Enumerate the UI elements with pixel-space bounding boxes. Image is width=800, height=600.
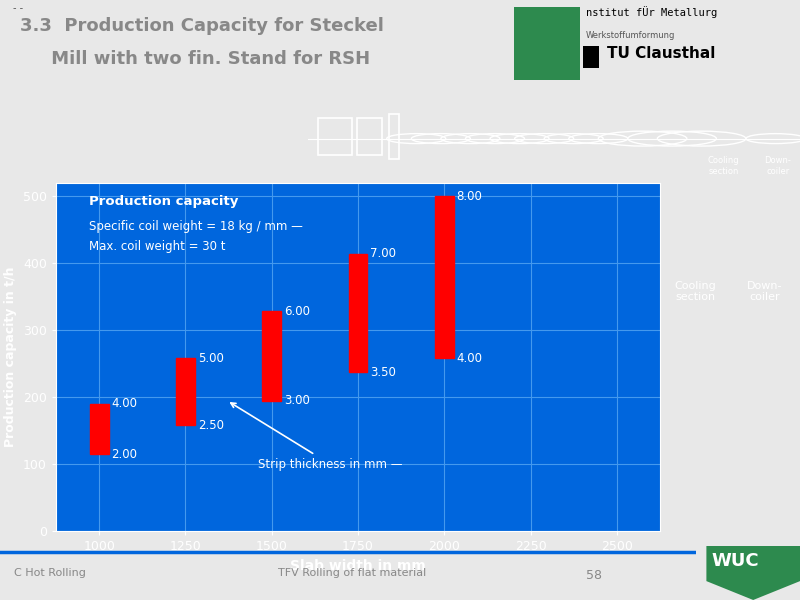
Polygon shape [706,546,800,600]
Text: Specific coil weight = 18 kg / mm —: Specific coil weight = 18 kg / mm — [90,220,303,233]
Text: - -: - - [13,2,22,13]
Text: 2.00: 2.00 [111,448,138,461]
Text: 8.00: 8.00 [457,190,482,203]
Text: TFV Rolling of flat material: TFV Rolling of flat material [278,568,426,578]
Text: 6.00: 6.00 [284,305,310,318]
Text: 3.3  Production Capacity for Steckel: 3.3 Production Capacity for Steckel [20,17,384,35]
Text: Production capacity: Production capacity [90,195,238,208]
X-axis label: Slab width in mm: Slab width in mm [290,559,426,572]
Text: 2.50: 2.50 [198,419,224,432]
Bar [262,311,282,401]
Bar [514,7,580,80]
Text: WUC: WUC [712,552,759,570]
Bar [318,118,352,155]
Text: Down-
coiler: Down- coiler [747,281,782,302]
Bar [582,46,599,68]
Text: C Hot Rolling: C Hot Rolling [14,568,86,578]
Bar [357,118,382,155]
Text: Cooling
section: Cooling section [674,281,716,302]
Text: 3.50: 3.50 [370,366,396,379]
Text: Mill with two fin. Stand for RSH: Mill with two fin. Stand for RSH [20,50,370,68]
Text: 58: 58 [586,569,602,582]
Bar [176,358,195,425]
Text: Max. coil weight = 30 t: Max. coil weight = 30 t [90,241,226,253]
Text: TU Clausthal: TU Clausthal [606,46,715,61]
Text: Cooling
section: Cooling section [708,157,739,176]
Text: 3.00: 3.00 [284,394,310,407]
Text: 4.00: 4.00 [111,397,138,410]
Text: Werkstoffumformung: Werkstoffumformung [586,31,675,40]
Text: Down-
coiler: Down- coiler [765,157,791,176]
Bar [434,196,454,358]
Text: 4.00: 4.00 [457,352,482,365]
Text: 7.00: 7.00 [370,247,396,260]
Text: 5.00: 5.00 [198,352,223,365]
Text: Strip thickness in mm —: Strip thickness in mm — [230,403,402,470]
Bar [349,254,367,373]
Bar [90,404,109,454]
Text: nstitut fÜr Metallurg: nstitut fÜr Metallurg [586,6,717,18]
Y-axis label: Production capacity in t/h: Production capacity in t/h [5,267,18,447]
Bar [389,114,399,159]
